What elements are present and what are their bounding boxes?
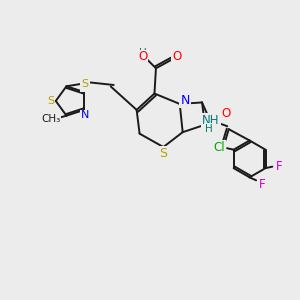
Text: O: O bbox=[221, 107, 230, 120]
Text: N: N bbox=[180, 94, 190, 107]
Text: H: H bbox=[205, 124, 212, 134]
Text: O: O bbox=[138, 50, 147, 64]
Text: F: F bbox=[259, 178, 266, 191]
Text: N: N bbox=[81, 82, 89, 92]
Text: O: O bbox=[172, 50, 182, 63]
Text: CH₃: CH₃ bbox=[41, 114, 60, 124]
Text: NH: NH bbox=[202, 114, 220, 127]
Text: Cl: Cl bbox=[214, 141, 226, 154]
Text: O: O bbox=[214, 140, 223, 154]
Text: S: S bbox=[159, 147, 167, 160]
Text: S: S bbox=[47, 96, 54, 106]
Text: N: N bbox=[81, 110, 89, 120]
Text: F: F bbox=[276, 160, 282, 173]
Text: H: H bbox=[139, 47, 146, 58]
Text: S: S bbox=[81, 79, 88, 89]
